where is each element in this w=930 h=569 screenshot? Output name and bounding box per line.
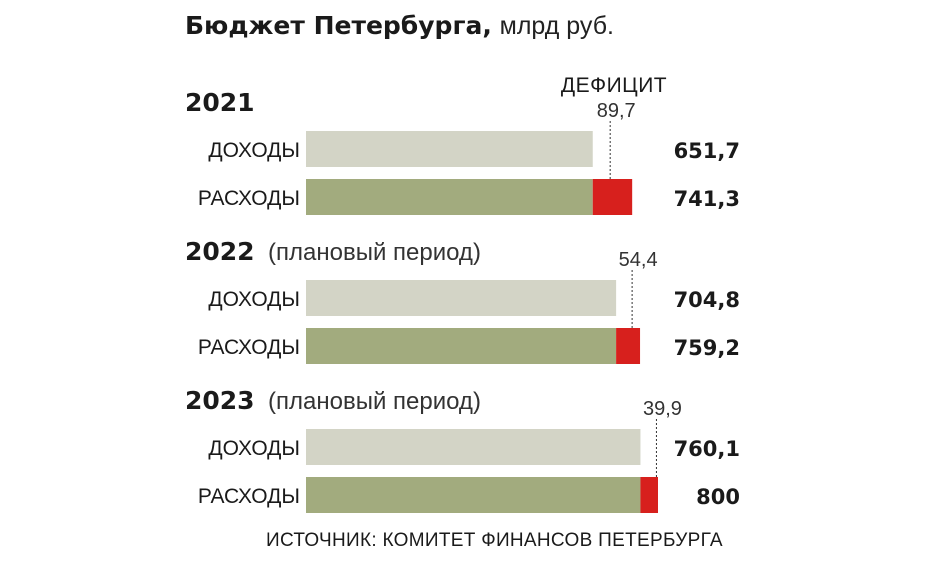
row-label-income: ДОХОДЫ [208,437,300,460]
bar-expense [306,477,641,513]
bar-deficit [640,477,658,513]
group-year-label: 2023 [185,386,255,415]
chart-title-main: Бюджет Петербурга, [185,11,492,40]
bar-expense [306,179,593,215]
chart-title: Бюджет Петербурга, млрд руб. [185,8,614,43]
group-note-label: (плановый период) [268,388,481,415]
bar-deficit [592,179,633,215]
row-label-expense: РАСХОДЫ [198,187,300,210]
value-label-expense: 759,2 [674,336,740,360]
deficit-value-label: 39,9 [643,398,682,420]
bar-income [306,429,641,465]
value-label-income: 704,8 [674,288,740,312]
group-year-label: 2021 [185,88,255,117]
row-label-expense: РАСХОДЫ [198,336,300,359]
value-label-income: 760,1 [674,437,740,461]
deficit-value-label: 89,7 [597,100,636,122]
deficit-value-label: 54,4 [619,249,658,271]
row-label-expense: РАСХОДЫ [198,485,300,508]
bar-income [306,280,617,316]
group-year-label: 2022 [185,237,255,266]
source-note: ИСТОЧНИК: КОМИТЕТ ФИНАНСОВ ПЕТЕРБУРГА [266,530,723,551]
value-label-expense: 800 [696,485,740,509]
deficit-header-label: ДЕФИЦИТ [561,74,667,97]
bar-expense [306,328,617,364]
row-label-income: ДОХОДЫ [208,288,300,311]
value-label-expense: 741,3 [674,187,740,211]
row-label-income: ДОХОДЫ [208,139,300,162]
chart-title-unit: млрд руб. [499,12,614,40]
value-label-income: 651,7 [674,139,740,163]
bar-income [306,131,593,167]
bar-deficit [616,328,641,364]
group-note-label: (плановый период) [268,239,481,266]
